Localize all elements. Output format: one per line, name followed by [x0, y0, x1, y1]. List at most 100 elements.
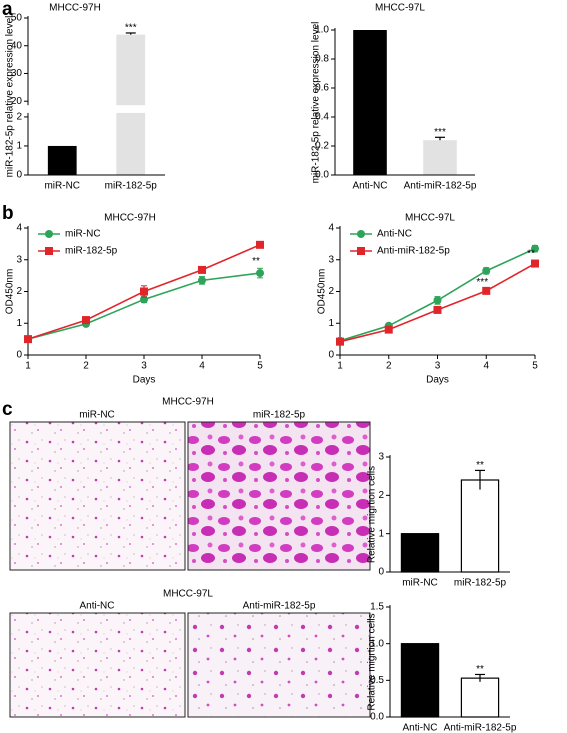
bar — [400, 533, 440, 573]
significance-label: ** — [527, 249, 535, 260]
bar — [116, 34, 146, 175]
marker — [256, 240, 264, 249]
y-tick-label: 0.2 — [315, 141, 329, 152]
y-tick-label: 1 — [16, 141, 22, 152]
marker — [24, 335, 32, 344]
y-tick-label: 1.5 — [370, 602, 384, 613]
x-tick-label: miR-NC — [44, 181, 80, 192]
marker — [336, 337, 344, 346]
series-line — [27, 272, 261, 340]
bar — [423, 140, 457, 175]
marker — [482, 286, 491, 295]
x-tick-label: 1 — [25, 361, 31, 372]
significance-label: *** — [125, 23, 137, 34]
y-tick-label: 30 — [11, 68, 23, 79]
y-axis-label: Relative migrtion cells — [367, 613, 378, 710]
y-axis-label: miR-182-5p relative expression level — [311, 22, 322, 184]
x-tick-label: Anti-NC — [402, 723, 437, 733]
y-axis-label: Relative migrtion cells — [367, 466, 378, 563]
micrograph-label: miR-NC — [79, 410, 115, 421]
bar — [460, 479, 500, 573]
bar — [400, 643, 440, 718]
legend-marker — [45, 247, 53, 255]
x-tick-label: Anti-miR-182-5p — [444, 723, 517, 733]
marker — [482, 266, 491, 275]
micrograph — [187, 612, 371, 718]
significance-label: *** — [476, 277, 488, 288]
legend-label: miR-NC — [65, 229, 101, 240]
y-tick-label: 0.5 — [370, 675, 384, 686]
micrograph-title: MHCC-97L — [163, 589, 213, 600]
panel-label: c — [2, 399, 13, 420]
x-tick-label: Anti-NC — [352, 181, 387, 192]
y-tick-label: 2 — [328, 286, 334, 297]
x-tick-label: miR-NC — [402, 578, 438, 589]
axis-break — [20, 105, 165, 113]
legend-marker — [45, 230, 53, 238]
y-tick-label: 3 — [378, 452, 384, 463]
marker — [256, 269, 264, 278]
significance-label: *** — [434, 127, 446, 138]
chart-title: MHCC-97H — [49, 3, 101, 14]
y-tick-label: 40 — [11, 40, 23, 51]
x-tick-label: 2 — [83, 361, 89, 372]
x-tick-label: miR-182-5p — [105, 181, 158, 192]
micrograph-label: miR-182-5p — [253, 410, 306, 421]
y-tick-label: 20 — [11, 96, 23, 107]
marker — [198, 265, 206, 274]
micrograph-label: Anti-miR-182-5p — [243, 601, 316, 612]
panel-label: b — [2, 203, 14, 224]
x-tick-label: Anti-miR-182-5p — [404, 181, 477, 192]
series-line — [339, 247, 536, 342]
micrograph — [9, 612, 186, 718]
significance-label: ** — [476, 664, 484, 675]
y-axis-label: OD450nm — [5, 269, 16, 315]
micrograph — [9, 421, 186, 571]
marker — [433, 305, 442, 314]
bar — [460, 677, 500, 718]
y-tick-label: 0.6 — [315, 83, 329, 94]
y-tick-label: 3 — [328, 254, 334, 265]
y-tick-label: 1.0 — [315, 25, 329, 36]
micrograph-title: MHCC-97H — [162, 397, 214, 408]
micrograph — [187, 421, 371, 571]
x-tick-label: 5 — [532, 361, 538, 372]
legend-marker — [357, 247, 365, 255]
chart-title: MHCC-97H — [104, 213, 156, 224]
x-tick-label: 4 — [199, 361, 205, 372]
y-tick-label: 0.0 — [315, 170, 329, 181]
marker — [531, 244, 539, 253]
significance-label: ** — [252, 256, 260, 267]
x-axis-label: Days — [426, 375, 449, 386]
bar — [353, 30, 387, 175]
chart-title: MHCC-97L — [375, 3, 425, 14]
legend-label: Anti-NC — [377, 229, 412, 240]
y-tick-label: 0 — [16, 350, 22, 361]
y-tick-label: 0.0 — [370, 712, 384, 723]
y-axis-label: OD450nm — [317, 269, 328, 315]
y-tick-label: 0.8 — [315, 54, 329, 65]
y-tick-label: 2 — [16, 286, 22, 297]
x-axis-label: Days — [133, 375, 156, 386]
chart-title: MHCC-97L — [405, 213, 455, 224]
x-tick-label: 3 — [435, 361, 441, 372]
y-tick-label: 4 — [328, 223, 334, 234]
y-tick-label: 50 — [11, 13, 23, 24]
y-axis-label: miR-182-5p relative expression level — [5, 16, 16, 178]
y-tick-label: 3 — [16, 254, 22, 265]
y-tick-label: 0 — [378, 567, 384, 578]
x-tick-label: 4 — [483, 361, 489, 372]
legend-marker — [357, 230, 365, 238]
marker — [82, 316, 90, 325]
marker — [198, 276, 206, 285]
x-tick-label: 1 — [337, 361, 343, 372]
y-tick-label: 0 — [328, 350, 334, 361]
y-tick-label: 1 — [328, 318, 334, 329]
y-tick-label: 2 — [16, 112, 22, 123]
x-tick-label: 2 — [386, 361, 392, 372]
y-tick-label: 1 — [16, 318, 22, 329]
y-tick-label: 2 — [378, 490, 384, 501]
panel-label: a — [2, 0, 13, 20]
